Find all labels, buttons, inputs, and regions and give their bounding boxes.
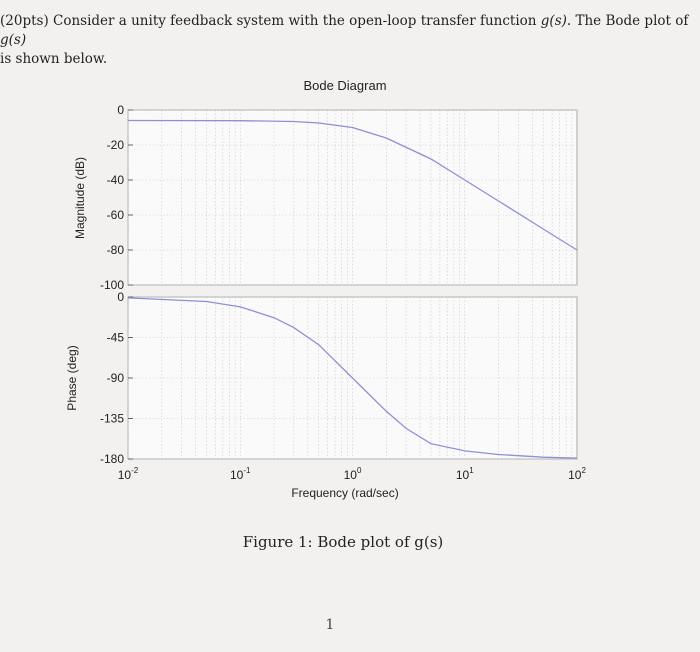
magnitude-ytick-label: -100 — [100, 278, 124, 292]
magnitude-grid — [127, 109, 577, 286]
figure-caption: Figure 1: Bode plot of g(s) — [242, 533, 444, 551]
phase-ytick-label: -180 — [100, 452, 124, 466]
phase-series-line — [127, 297, 578, 459]
problem-lead: (20pts) Consider a unity feedback system… — [0, 13, 541, 29]
phase-ylabel: Phase (deg) — [65, 345, 79, 410]
frequency-tick-label: 10-2 — [118, 466, 139, 482]
phase-panel: 0 -45 -90 -135 -180 Phase (deg) — [65, 290, 578, 466]
magnitude-panel: 0 -20 -40 -60 -80 -100 Magnitude (dB) — [73, 103, 578, 292]
frequency-tick-label: 10-1 — [230, 466, 251, 482]
magnitude-ytick-label: -20 — [107, 138, 125, 152]
phase-ytick-label: -135 — [100, 412, 124, 426]
frequency-ticks: 10-2 10-1 100 101 102 — [118, 466, 587, 482]
problem-mid: . The Bode plot of — [566, 13, 689, 29]
chart-xlabel: Frequency (rad/sec) — [291, 486, 398, 500]
frequency-tick-label: 100 — [344, 466, 362, 482]
phase-ticks: 0 -45 -90 -135 -180 — [100, 290, 133, 466]
magnitude-ytick-label: -80 — [107, 243, 125, 257]
problem-line-2: is shown below. — [0, 51, 108, 67]
magnitude-ytick-label: -60 — [107, 208, 125, 222]
chart-title: Bode Diagram — [303, 78, 386, 93]
problem-line-1: (20pts) Consider a unity feedback system… — [0, 12, 700, 50]
phase-ytick-label: -90 — [107, 371, 125, 385]
transfer-function-symbol: g(s) — [540, 13, 567, 29]
page-number: 1 — [325, 617, 335, 633]
magnitude-ytick-label: -40 — [107, 173, 125, 187]
phase-ytick-label: -45 — [107, 331, 125, 345]
magnitude-ytick-label: 0 — [117, 103, 124, 117]
phase-ytick-label: 0 — [117, 290, 124, 304]
transfer-function-symbol-2: g(s) — [0, 32, 27, 48]
frequency-tick-label: 101 — [456, 466, 474, 482]
magnitude-ticks: 0 -20 -40 -60 -80 -100 — [100, 103, 133, 292]
frequency-tick-label: 102 — [568, 466, 586, 482]
magnitude-series-line — [127, 119, 578, 251]
problem-statement: (20pts) Consider a unity feedback system… — [0, 12, 700, 69]
magnitude-ylabel: Magnitude (dB) — [73, 157, 87, 239]
